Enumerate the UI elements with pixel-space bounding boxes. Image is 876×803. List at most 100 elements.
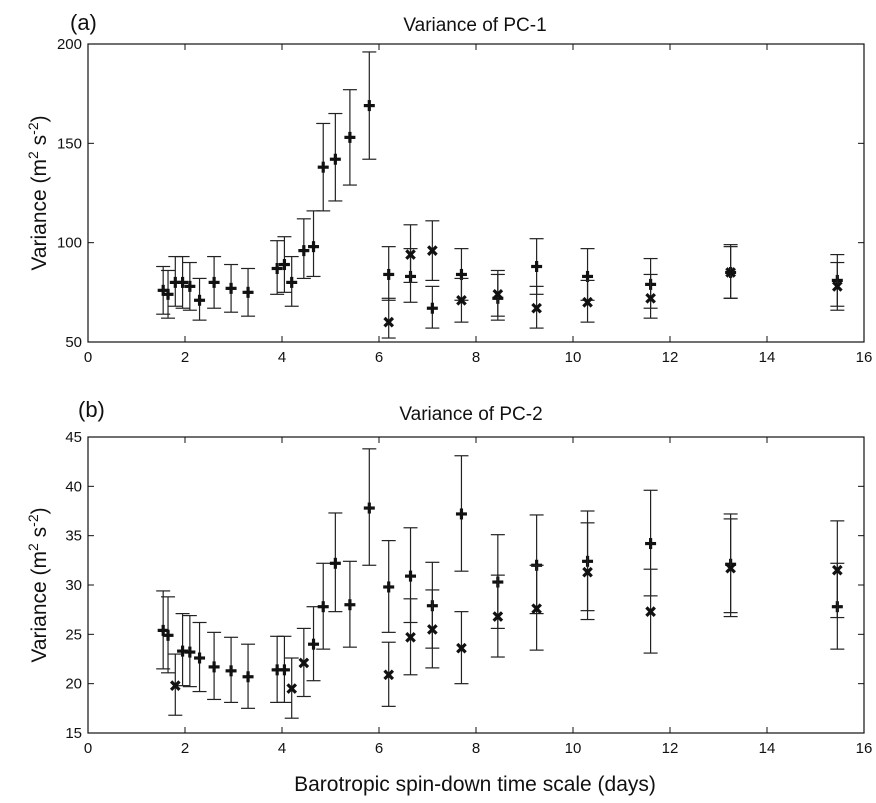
cross-marker-point — [529, 564, 544, 651]
y-tick-label: 100 — [57, 235, 82, 252]
plus-marker-point — [277, 236, 292, 293]
plus-marker-point — [277, 635, 292, 704]
cross-marker-b — [831, 281, 843, 292]
plus-marker-point — [224, 636, 239, 704]
x-tick-label: 14 — [759, 740, 776, 757]
x-tick-label: 16 — [856, 740, 873, 757]
x-tick-label: 12 — [662, 349, 679, 366]
plus-marker-point — [306, 210, 321, 278]
cross-marker-b — [582, 296, 593, 308]
x-tick-label: 16 — [856, 349, 873, 366]
cross-marker-point — [381, 641, 396, 707]
y-tick-label: 20 — [65, 676, 82, 693]
panel-a-ticks: 0 2 4 6 8 10 12 14 16 50 100 150 200 — [57, 36, 872, 366]
x-tick-label: 6 — [375, 349, 383, 366]
plus-marker-point — [207, 631, 222, 701]
cross-marker-point — [381, 297, 396, 339]
plus-marker-point — [241, 643, 256, 709]
cross-marker-point — [454, 611, 469, 685]
x-tick-label: 4 — [278, 740, 286, 757]
plus-marker-point — [328, 112, 343, 202]
cross-marker-b — [405, 631, 416, 643]
cross-marker-b — [645, 606, 656, 617]
plus-marker-point — [362, 51, 377, 160]
plus-marker-point — [161, 269, 176, 319]
x-tick-label: 0 — [84, 349, 92, 366]
cross-marker-b — [831, 564, 843, 576]
plus-marker-point — [241, 267, 256, 317]
plus-marker-point — [161, 596, 176, 674]
y-tick-label: 35 — [65, 528, 82, 545]
y-tick-label: 15 — [65, 725, 82, 742]
cross-marker-b — [645, 292, 656, 304]
panel-b-y-axis-label-text: Variance — [28, 581, 51, 662]
x-axis-label: Barotropic spin-down time scale (days) — [294, 773, 656, 796]
cross-marker-point — [830, 520, 845, 619]
plus-marker-point — [328, 512, 343, 613]
panel-a-y-axis-unit-sup-2: 2 — [25, 151, 41, 159]
cross-marker-point — [425, 589, 440, 669]
cross-marker-point — [580, 279, 595, 323]
cross-marker-b — [531, 603, 542, 615]
panel-b-title: Variance of PC-2 — [399, 404, 542, 425]
y-tick-label: 45 — [65, 429, 82, 446]
cross-marker-point — [296, 627, 311, 698]
x-tick-label: 10 — [565, 349, 582, 366]
panel-a: (a) Variance of PC-1 0 2 4 6 8 10 12 14 16 50 100 1… — [25, 10, 872, 366]
cross-marker-point — [403, 598, 418, 676]
cross-marker-b — [582, 566, 593, 578]
x-tick-label: 8 — [472, 740, 480, 757]
cross-marker-b — [169, 680, 181, 691]
plus-marker-point — [175, 255, 190, 309]
cross-marker-b — [492, 288, 504, 300]
cross-marker-point — [643, 568, 658, 654]
cross-marker-point — [454, 277, 469, 323]
plus-marker-point — [381, 246, 396, 301]
x-tick-label: 14 — [759, 349, 776, 366]
panel-b-plot-frame — [87, 436, 865, 734]
x-tick-label: 2 — [181, 740, 189, 757]
y-tick-label: 200 — [57, 36, 82, 53]
cross-marker-b — [298, 657, 310, 669]
plus-marker-point — [454, 455, 469, 572]
x-tick-label: 8 — [472, 349, 480, 366]
cross-marker-b — [725, 562, 736, 574]
panel-a-y-axis-unit-open: (m — [28, 159, 51, 184]
plus-marker-point — [270, 240, 285, 295]
panel-a-y-axis-label: Variance (m2 s-2) — [25, 115, 51, 270]
plus-marker-point — [224, 263, 239, 313]
cross-marker-b — [492, 611, 504, 622]
cross-marker-point — [830, 261, 845, 311]
cross-marker-b — [427, 245, 438, 256]
plus-marker-point — [182, 614, 197, 688]
y-tick-label: 25 — [65, 626, 82, 643]
plus-marker-point — [306, 606, 321, 682]
x-tick-label: 12 — [662, 740, 679, 757]
panel-a-plot-frame — [87, 43, 865, 343]
plus-marker-point — [192, 277, 207, 321]
cross-marker-point — [723, 518, 738, 618]
cross-marker-b — [383, 316, 395, 328]
cross-marker-point — [643, 273, 658, 319]
panel-b-y-axis-label: Variance (m2 s-2) — [25, 507, 51, 662]
y-tick-label: 40 — [65, 478, 82, 495]
x-tick-label: 10 — [565, 740, 582, 757]
cross-marker-point — [425, 220, 440, 282]
x-tick-label: 4 — [278, 349, 286, 366]
plus-marker-point — [175, 613, 190, 687]
x-tick-label: 2 — [181, 349, 189, 366]
cross-marker-b — [427, 624, 438, 635]
plus-marker-point — [362, 448, 377, 566]
cross-marker-point — [490, 574, 505, 658]
y-tick-label: 30 — [65, 577, 82, 594]
cross-marker-b — [286, 683, 298, 694]
cross-marker-point — [490, 269, 505, 317]
cross-marker-b — [383, 669, 395, 681]
cross-marker-b — [725, 267, 736, 278]
plus-marker-point — [342, 560, 357, 648]
cross-marker-point — [168, 653, 183, 716]
plus-marker-point — [316, 562, 331, 650]
panel-b-ticks: 0 2 4 6 8 10 12 14 16 15 20 25 30 35 40 45 — [65, 429, 872, 757]
plus-marker-point — [296, 218, 311, 280]
